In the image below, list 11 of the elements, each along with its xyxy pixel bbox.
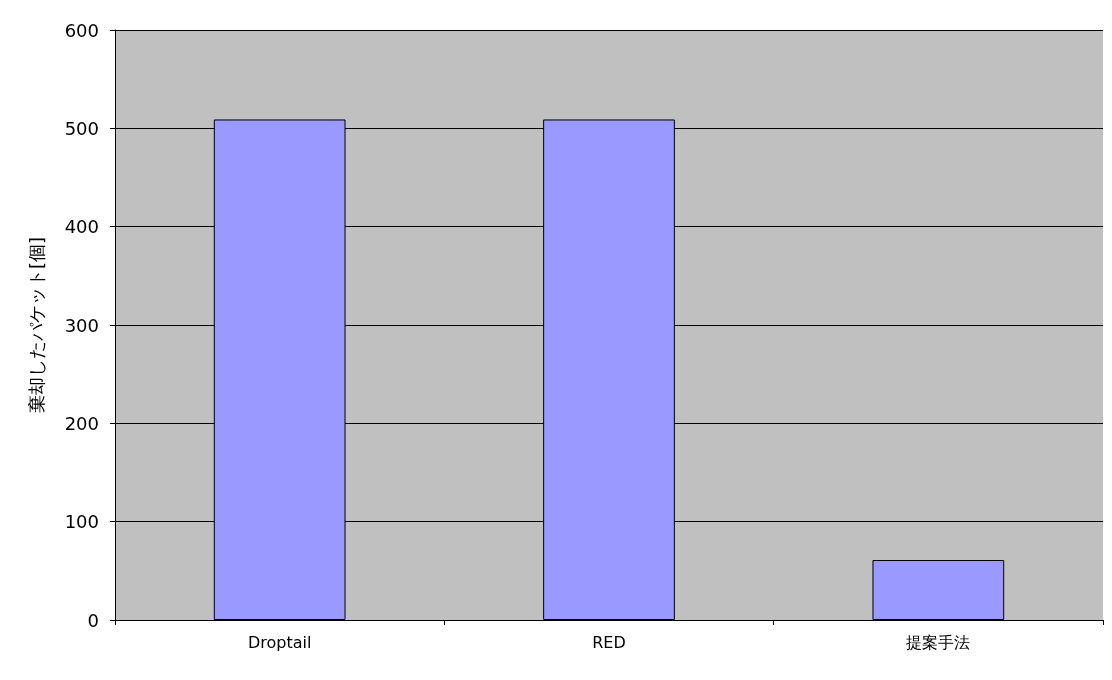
y-tick-label: 500 — [64, 117, 99, 139]
y-tick-label: 200 — [64, 412, 99, 434]
x-tick-label: 提案手法 — [906, 632, 971, 652]
x-tick-label: Droptail — [247, 632, 312, 652]
y-tick-label: 0 — [87, 609, 99, 631]
y-axis-title: 棄却したパケット[個] — [25, 236, 47, 414]
y-tick-label: 600 — [64, 19, 99, 41]
x-tick-label: RED — [592, 632, 626, 652]
y-tick-label: 300 — [64, 314, 99, 336]
y-tick-label: 400 — [64, 216, 99, 238]
y-tick-label: 100 — [64, 511, 99, 533]
